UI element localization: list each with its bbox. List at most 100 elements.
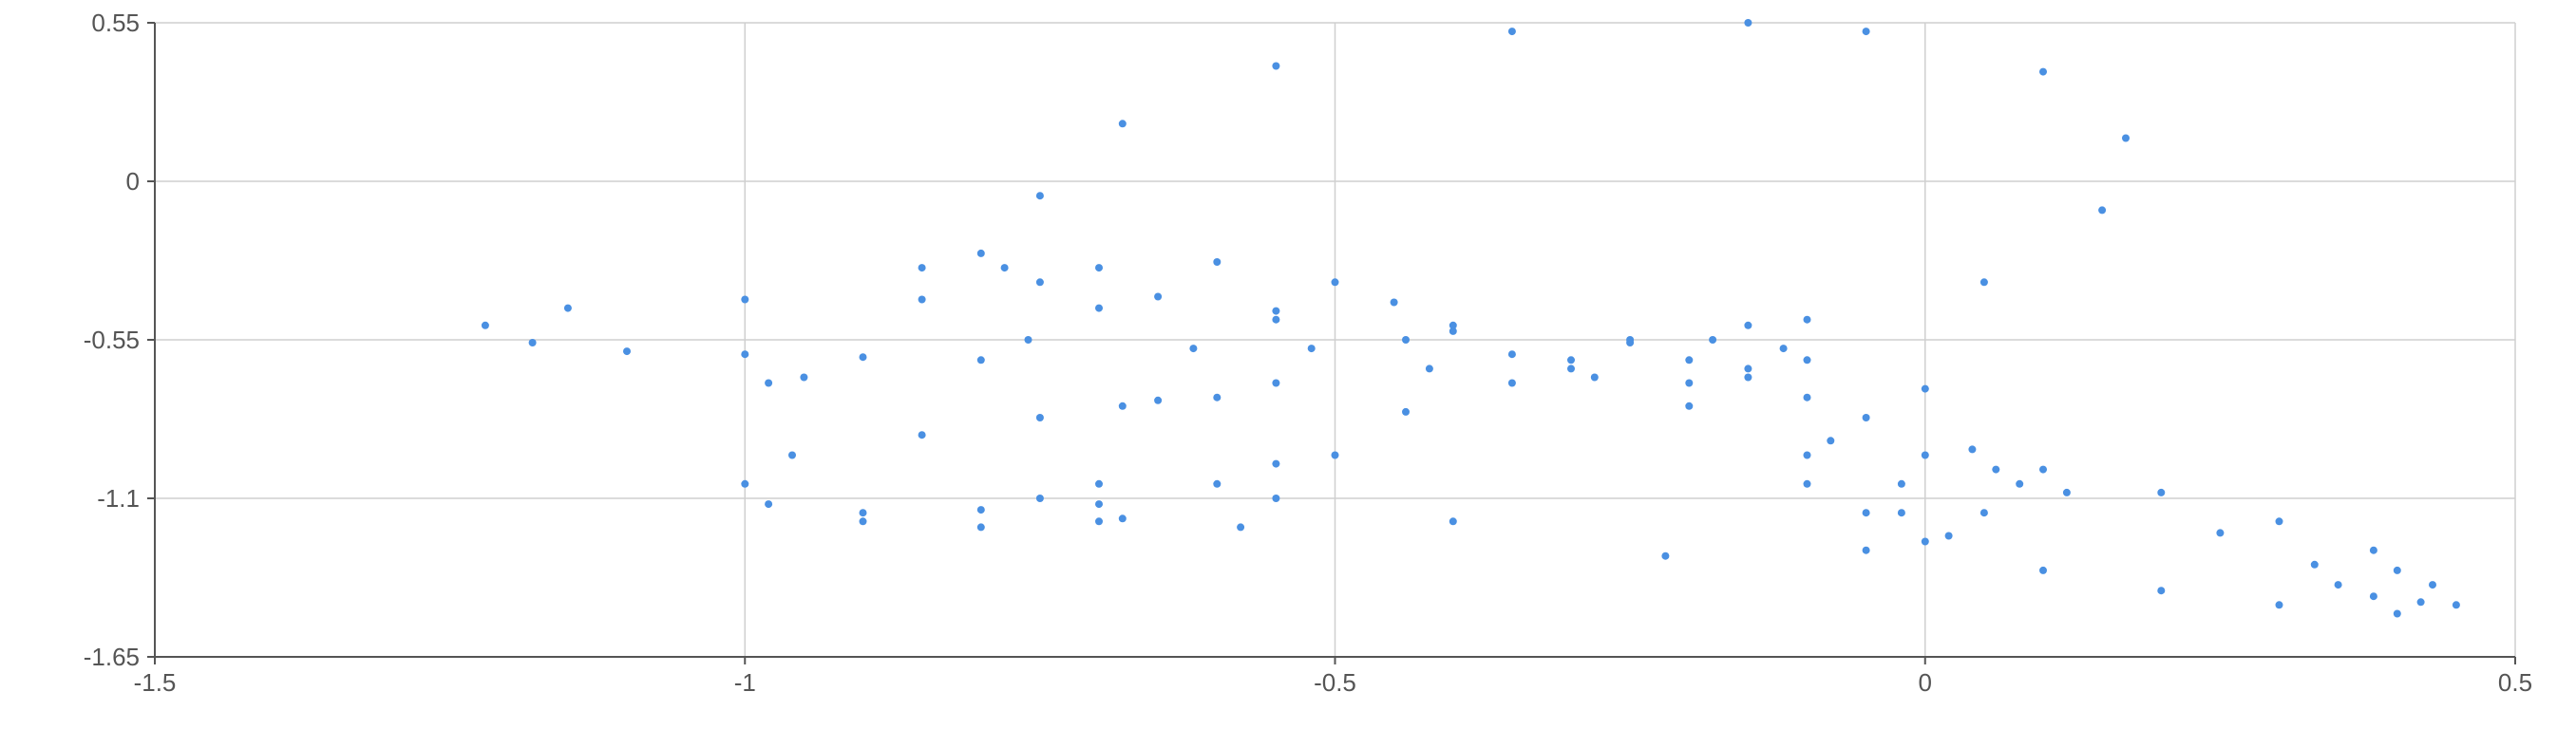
data-point-0-58	[1035, 278, 1044, 287]
data-point-0-61	[1213, 258, 1222, 266]
data-point-0-80	[2369, 546, 2377, 554]
data-point-0-25	[741, 295, 749, 304]
data-point-0-24	[563, 304, 572, 312]
data-point-0-92	[2416, 598, 2425, 607]
data-points	[481, 19, 2460, 618]
data-point-0-54	[976, 523, 985, 532]
data-point-0-30	[1626, 339, 1635, 346]
data-point-0-34	[623, 347, 631, 356]
data-point-0-36	[859, 353, 867, 362]
data-point-0-75	[1827, 437, 1835, 445]
data-point-0-88	[1862, 509, 1870, 517]
data-point-0-52	[1272, 379, 1280, 387]
data-point-0-76	[1921, 451, 1929, 459]
data-point-0-59	[1095, 264, 1103, 272]
data-point-0-95	[1979, 509, 1988, 517]
data-point-0-81	[2429, 581, 2436, 589]
data-point-0-99	[800, 373, 808, 382]
data-point-0-64	[1390, 298, 1398, 307]
data-point-0-51	[1154, 396, 1163, 404]
data-point-0-6	[1024, 336, 1032, 344]
tick-labels: -1.5 -1 -0.5 0 0.5 0.55 0 -0.55 -1.1 -1.65	[84, 9, 2532, 697]
data-point-0-100	[1213, 393, 1222, 402]
data-point-0-32	[1921, 384, 1929, 393]
data-point-0-106	[1189, 345, 1198, 353]
y-tick-label-3: -1.1	[97, 484, 140, 513]
x-tick-label-0: -1.5	[134, 668, 177, 697]
data-point-0-41	[976, 506, 985, 514]
data-point-0-47	[1402, 336, 1410, 344]
data-point-0-77	[2039, 465, 2047, 474]
data-point-0-105	[1118, 514, 1127, 523]
data-point-0-65	[1449, 321, 1457, 329]
data-point-0-17	[1803, 315, 1811, 324]
data-point-0-27	[1095, 304, 1103, 312]
data-point-0-23	[481, 321, 489, 329]
data-point-0-96	[2016, 479, 2024, 488]
data-point-0-2	[1272, 62, 1280, 70]
data-point-0-44	[1331, 451, 1339, 459]
data-point-0-94	[1944, 532, 1953, 540]
data-point-0-69	[1744, 373, 1752, 382]
data-point-0-62	[1272, 307, 1280, 315]
data-point-0-0	[1744, 19, 1752, 27]
data-point-0-38	[741, 479, 749, 488]
data-point-0-11	[1862, 546, 1870, 554]
data-point-0-109	[1590, 373, 1599, 382]
data-point-0-113	[1992, 465, 2000, 474]
x-tick-label-1: -1	[734, 668, 756, 697]
data-point-0-98	[765, 379, 773, 387]
data-point-0-57	[976, 249, 985, 257]
data-point-0-83	[2393, 609, 2401, 618]
data-point-0-108	[1507, 379, 1516, 387]
data-point-0-85	[2157, 587, 2166, 595]
data-point-0-66	[1507, 350, 1516, 359]
data-point-0-29	[1449, 327, 1457, 335]
data-point-0-4	[1035, 192, 1044, 200]
y-tick-label-2: -0.55	[84, 326, 140, 354]
data-point-0-19	[2098, 206, 2107, 215]
data-point-0-104	[1095, 479, 1103, 488]
data-point-0-110	[1803, 393, 1811, 402]
data-point-0-33	[528, 339, 537, 346]
data-point-0-43	[1213, 479, 1222, 488]
data-point-0-60	[1154, 292, 1163, 301]
axes	[147, 22, 2516, 664]
data-point-0-46	[1425, 364, 1433, 373]
data-point-0-9	[1449, 517, 1457, 526]
data-point-0-91	[2369, 592, 2377, 601]
data-point-0-35	[741, 350, 749, 359]
data-point-0-101	[1237, 523, 1245, 532]
data-point-0-70	[1685, 356, 1694, 364]
data-point-0-37	[976, 356, 985, 364]
data-point-0-74	[1744, 364, 1752, 373]
data-point-0-111	[1862, 414, 1870, 421]
data-point-0-12	[1897, 509, 1905, 517]
grid-lines	[155, 22, 2516, 657]
data-point-0-116	[2310, 560, 2319, 569]
y-tick-label-4: -1.65	[84, 643, 140, 671]
data-point-0-63	[1331, 278, 1339, 287]
data-point-0-48	[788, 451, 796, 459]
data-point-0-28	[1272, 315, 1280, 324]
data-point-0-67	[1567, 364, 1575, 373]
data-point-0-39	[765, 500, 773, 509]
data-point-0-115	[2216, 529, 2225, 537]
data-point-0-79	[2275, 517, 2283, 526]
x-tick-label-2: -0.5	[1314, 668, 1356, 697]
data-point-0-49	[918, 431, 926, 439]
data-point-0-45	[1402, 407, 1410, 416]
data-point-0-22	[1862, 28, 1870, 36]
data-point-0-72	[1744, 321, 1752, 329]
data-point-0-14	[1685, 402, 1694, 410]
data-point-0-21	[2039, 67, 2047, 76]
data-point-0-78	[2157, 488, 2166, 496]
data-point-0-56	[918, 264, 926, 272]
data-point-0-97	[1968, 445, 1977, 454]
data-point-0-3	[1118, 120, 1127, 128]
data-point-0-87	[1921, 537, 1929, 546]
data-point-0-68	[1685, 379, 1694, 387]
data-point-0-7	[1118, 402, 1127, 410]
data-point-0-114	[2062, 488, 2071, 496]
